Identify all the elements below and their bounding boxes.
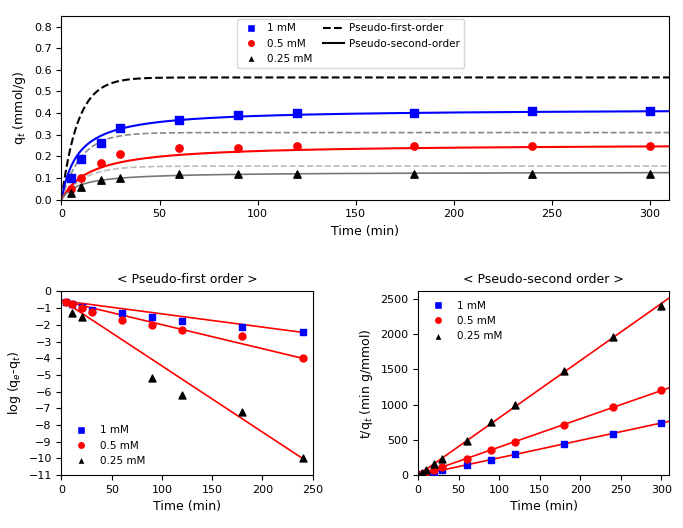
Point — [116, 316, 127, 324]
Point — [76, 182, 87, 191]
Point — [95, 139, 106, 148]
Point — [232, 111, 243, 119]
Point — [237, 408, 248, 416]
Title: < Pseudo-second order >: < Pseudo-second order > — [463, 273, 624, 286]
Point — [461, 460, 472, 469]
Point — [76, 312, 87, 320]
Point — [76, 303, 87, 312]
Y-axis label: t/q$_{t}$ (min g/mmol): t/q$_{t}$ (min g/mmol) — [358, 328, 375, 439]
Point — [437, 463, 448, 472]
Y-axis label: log (q$_{e}$-q$_{t}$): log (q$_{e}$-q$_{t}$) — [6, 352, 23, 415]
Point — [559, 421, 570, 429]
Point — [429, 466, 440, 474]
Point — [510, 450, 521, 459]
Point — [146, 313, 157, 322]
Point — [116, 309, 127, 317]
Legend: 1 mM, 0.5 mM, 0.25 mM: 1 mM, 0.5 mM, 0.25 mM — [67, 421, 150, 470]
Point — [413, 471, 423, 479]
Point — [429, 468, 440, 476]
Legend: 1 mM, 0.5 mM, 0.25 mM: 1 mM, 0.5 mM, 0.25 mM — [423, 297, 506, 345]
Point — [510, 437, 521, 446]
Point — [486, 456, 497, 464]
Point — [607, 333, 618, 342]
Point — [527, 169, 538, 178]
Point — [66, 300, 77, 308]
Point — [173, 169, 184, 178]
Legend: 1 mM, 0.5 mM, 0.25 mM, Pseudo-first-order, Pseudo-second-order: 1 mM, 0.5 mM, 0.25 mM, Pseudo-first-orde… — [237, 19, 464, 68]
Point — [237, 332, 248, 340]
Title: < Pseudo-first order >: < Pseudo-first order > — [117, 273, 257, 286]
Point — [177, 316, 188, 325]
Point — [437, 455, 448, 463]
Point — [429, 460, 440, 468]
Point — [644, 169, 655, 178]
Point — [297, 328, 308, 337]
X-axis label: Time (min): Time (min) — [331, 225, 400, 238]
Point — [644, 107, 655, 115]
Point — [510, 401, 521, 409]
Point — [95, 176, 106, 184]
Point — [66, 174, 76, 182]
Point — [413, 471, 423, 479]
Point — [173, 116, 184, 124]
Point — [461, 455, 472, 463]
Point — [66, 309, 77, 317]
Point — [297, 454, 308, 463]
Point — [413, 471, 423, 479]
Point — [232, 169, 243, 178]
Point — [409, 142, 420, 150]
Point — [232, 144, 243, 152]
Point — [409, 169, 420, 178]
Point — [437, 466, 448, 475]
Point — [66, 185, 76, 193]
Point — [486, 446, 497, 454]
Point — [115, 174, 126, 182]
Point — [417, 469, 428, 478]
Point — [421, 468, 432, 477]
Point — [115, 150, 126, 158]
Point — [527, 107, 538, 115]
Point — [559, 366, 570, 375]
Point — [61, 298, 72, 307]
Point — [656, 301, 667, 310]
Point — [237, 322, 248, 331]
Point — [292, 169, 303, 178]
Point — [76, 304, 87, 313]
Point — [61, 298, 72, 307]
Point — [76, 154, 87, 163]
Point — [292, 109, 303, 117]
Point — [146, 320, 157, 329]
Point — [417, 470, 428, 478]
Point — [146, 374, 157, 383]
Point — [644, 142, 655, 150]
Point — [409, 109, 420, 117]
Point — [527, 142, 538, 150]
Point — [292, 142, 303, 150]
Point — [656, 386, 667, 394]
Point — [297, 354, 308, 363]
Point — [559, 440, 570, 448]
Point — [86, 306, 97, 314]
Point — [66, 189, 76, 197]
X-axis label: Time (min): Time (min) — [510, 501, 578, 513]
Point — [607, 403, 618, 412]
Y-axis label: q$_{t}$ (mmol/g): q$_{t}$ (mmol/g) — [12, 71, 29, 145]
Point — [177, 326, 188, 334]
X-axis label: Time (min): Time (min) — [153, 501, 221, 513]
Point — [173, 144, 184, 152]
Point — [607, 429, 618, 438]
Point — [417, 468, 428, 477]
Point — [421, 469, 432, 478]
Point — [66, 300, 77, 308]
Point — [421, 466, 432, 474]
Point — [115, 124, 126, 133]
Point — [95, 158, 106, 167]
Point — [86, 307, 97, 316]
Point — [76, 174, 87, 182]
Point — [486, 418, 497, 427]
Point — [461, 436, 472, 445]
Point — [656, 419, 667, 427]
Point — [177, 391, 188, 399]
